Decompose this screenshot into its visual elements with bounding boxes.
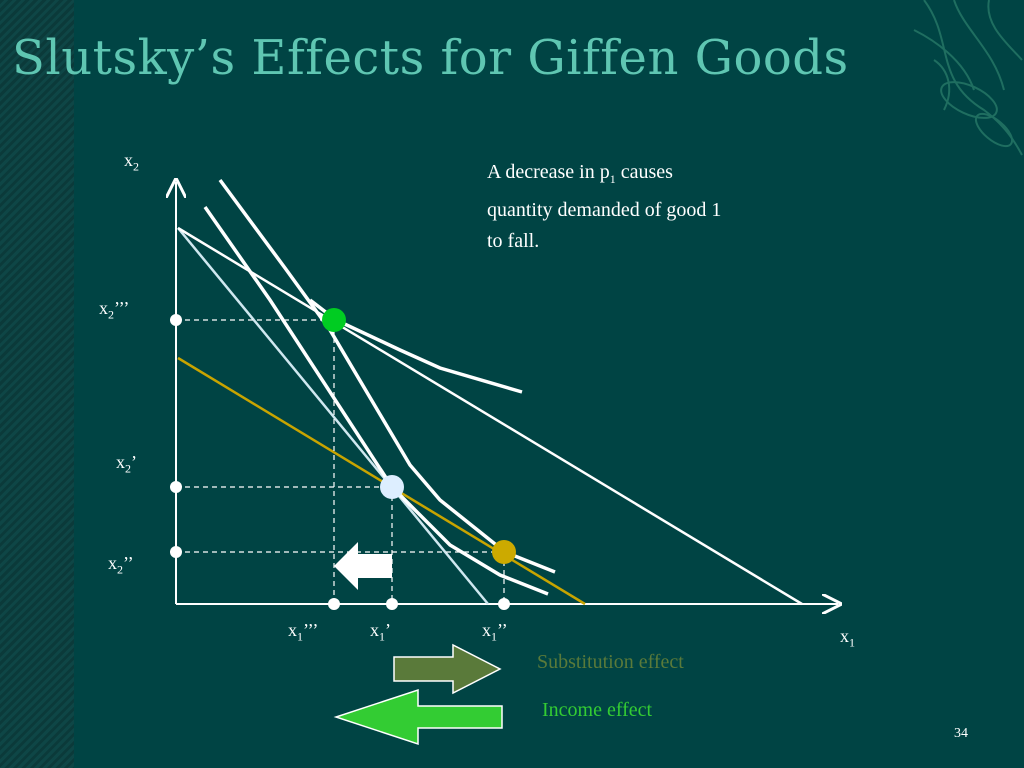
y-label-x2-prime: x2’	[116, 452, 137, 476]
tick-dot-x1-prime	[386, 598, 398, 610]
x-label-x1-double: x1’’	[482, 620, 508, 644]
tick-dot-x1-double	[498, 598, 510, 610]
tick-dot-x1-triple	[328, 598, 340, 610]
net-effect-arrow	[334, 542, 392, 590]
tick-dot-x2-triple	[170, 314, 182, 326]
slide-title: Slutsky’s Effects for Giffen Goods	[12, 30, 849, 86]
pivoted-budget-line	[177, 356, 586, 606]
left-stripe-decoration	[0, 0, 74, 768]
indifference-curve-inner	[203, 205, 549, 596]
original-bundle-point	[380, 475, 404, 499]
x-axis-label: x1	[840, 626, 855, 650]
tick-dot-x2-double	[170, 546, 182, 558]
x-label-x1-triple: x1’’’	[288, 620, 319, 644]
substitution-effect-label: Substitution effect	[537, 651, 684, 673]
original-budget-line	[177, 227, 489, 605]
income-effect-label: Income effect	[542, 699, 653, 721]
explanation-note: A decrease in p1 causes quantity demande…	[487, 161, 722, 252]
right-arrow-icon	[393, 643, 502, 695]
y-label-x2-triple: x2’’’	[99, 298, 130, 322]
final-bundle-point	[322, 308, 346, 332]
y-axis-label: x2	[124, 150, 139, 174]
x-label-x1-prime: x1’	[370, 620, 391, 644]
y-label-x2-double: x2’’	[108, 553, 134, 577]
intermediate-bundle-point	[492, 540, 516, 564]
page-number: 34	[954, 726, 968, 741]
leaf-ornament-icon	[913, 0, 1023, 156]
left-arrow-icon	[333, 688, 503, 746]
tick-dot-x2-prime	[170, 481, 182, 493]
new-budget-line	[177, 226, 803, 606]
